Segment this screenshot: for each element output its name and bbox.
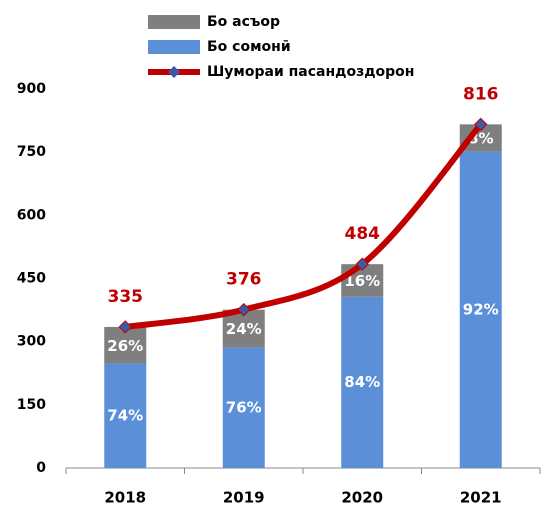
data-label: 335	[108, 287, 144, 307]
legend-swatch	[148, 15, 200, 29]
x-tick-label: 2018	[104, 489, 146, 507]
legend-label: Шумораи пасандоздорон	[207, 64, 414, 80]
data-label: 816	[463, 84, 499, 104]
legend-label: Бо сомонӣ	[207, 39, 291, 55]
y-tick-label: 150	[17, 397, 46, 413]
legend-label: Бо асъор	[207, 14, 280, 30]
data-label: 76%	[226, 398, 262, 416]
bar-segment	[104, 363, 147, 468]
line-marker	[355, 257, 369, 271]
data-label: 26%	[107, 337, 143, 355]
data-label: 84%	[344, 373, 380, 391]
y-tick-label: 600	[17, 207, 46, 223]
bar-segment	[222, 347, 265, 468]
x-tick-label: 2020	[341, 489, 383, 507]
data-label: 24%	[226, 320, 262, 338]
line-marker	[474, 117, 488, 132]
data-label: 376	[226, 270, 262, 290]
y-tick-label: 0	[36, 460, 46, 476]
line-marker	[237, 302, 251, 317]
y-tick-label: 300	[17, 334, 46, 350]
bar-segment	[341, 296, 384, 468]
x-tick-label: 2019	[223, 489, 265, 507]
line	[122, 121, 484, 330]
y-tick-label: 750	[17, 144, 46, 160]
data-label: 92%	[463, 300, 499, 318]
x-tick-label: 2021	[460, 489, 502, 507]
line-marker	[118, 320, 132, 334]
legend-swatch	[148, 40, 200, 54]
data-label: 16%	[344, 272, 380, 290]
data-label: 484	[345, 224, 381, 244]
bar-segment	[459, 151, 502, 468]
y-tick-label: 900	[17, 81, 46, 97]
data-label: 74%	[107, 406, 143, 424]
legend-marker	[168, 66, 180, 78]
y-tick-label: 450	[17, 271, 46, 287]
